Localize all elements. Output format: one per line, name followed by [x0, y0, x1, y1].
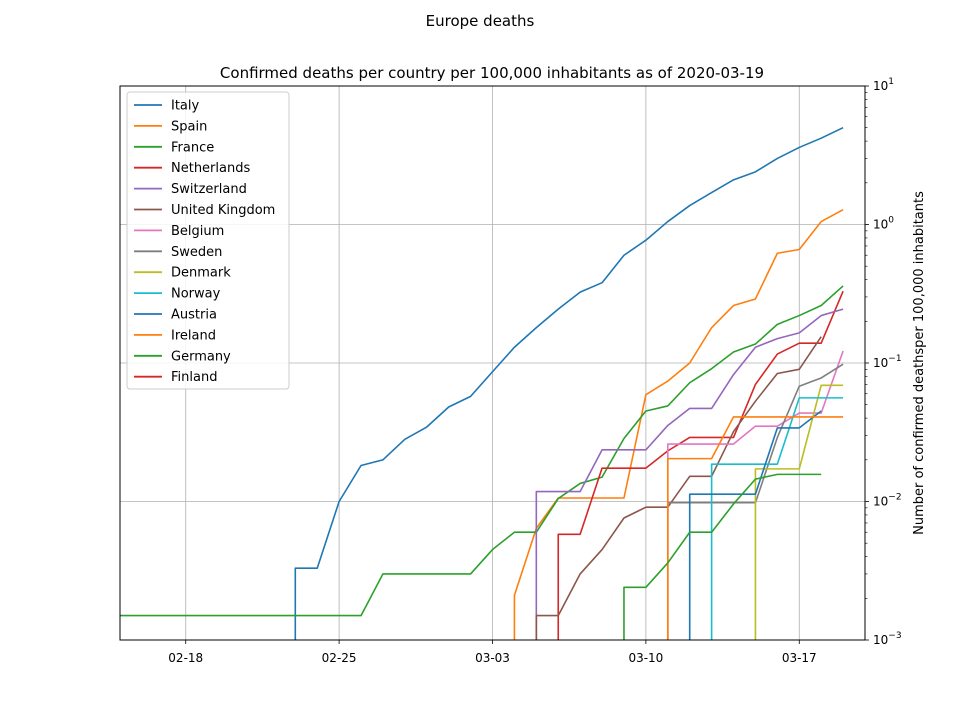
- series-line-netherlands: [557, 290, 844, 640]
- legend-label: United Kingdom: [171, 203, 275, 218]
- series-line-ireland: [666, 416, 844, 640]
- series-line-denmark: [754, 384, 844, 640]
- chart-title: Confirmed deaths per country per 100,000…: [220, 64, 764, 82]
- y-axis-label: Number of confirmed deathsper 100,000 in…: [912, 191, 927, 535]
- series-line-italy: [294, 126, 844, 640]
- legend-box: [126, 91, 290, 390]
- series-line-norway: [710, 397, 844, 640]
- series-line-austria: [688, 410, 822, 640]
- legend-label: Italy: [171, 99, 200, 114]
- legend-label: Austria: [171, 308, 217, 323]
- figure-suptitle: Europe deaths: [426, 12, 535, 30]
- legend: Italy Spain France Netherlands Switzerland Un…: [126, 91, 290, 390]
- series-line-switzerland: [535, 308, 844, 640]
- series-line-france: [120, 285, 844, 617]
- x-tick-label: 03-17: [782, 651, 817, 665]
- series-line-belgium: [666, 350, 844, 640]
- series-line-germany: [623, 473, 822, 640]
- y-tick-label: 10−1: [873, 354, 902, 370]
- x-axis: 02-18 02-25 03-03 03-10 03-17: [168, 640, 817, 665]
- legend-label: Finland: [171, 370, 217, 385]
- series-lines: [120, 126, 844, 640]
- series-line-spain: [513, 208, 844, 640]
- legend-label: France: [171, 140, 214, 155]
- legend-label: Belgium: [171, 224, 224, 239]
- x-tick-label: 03-10: [628, 651, 663, 665]
- x-tick-label: 02-25: [322, 651, 357, 665]
- legend-label: Denmark: [171, 266, 231, 281]
- legend-label: Spain: [171, 119, 207, 134]
- legend-label: Switzerland: [171, 182, 247, 197]
- x-tick-label: 03-03: [475, 651, 510, 665]
- legend-label: Germany: [171, 349, 231, 364]
- y-tick-label: 101: [873, 77, 894, 93]
- legend-label: Norway: [171, 287, 221, 302]
- x-tick-label: 02-18: [168, 651, 203, 665]
- legend-label: Netherlands: [171, 161, 250, 176]
- legend-label: Sweden: [171, 245, 222, 260]
- y-tick-label: 10−3: [873, 631, 902, 647]
- y-tick-label: 10−2: [873, 493, 902, 509]
- legend-label: Ireland: [171, 328, 216, 343]
- y-axis: 10−3 10−2 10−1 100 101: [865, 77, 902, 647]
- y-tick-label: 100: [873, 216, 894, 232]
- series-line-sweden: [666, 363, 844, 640]
